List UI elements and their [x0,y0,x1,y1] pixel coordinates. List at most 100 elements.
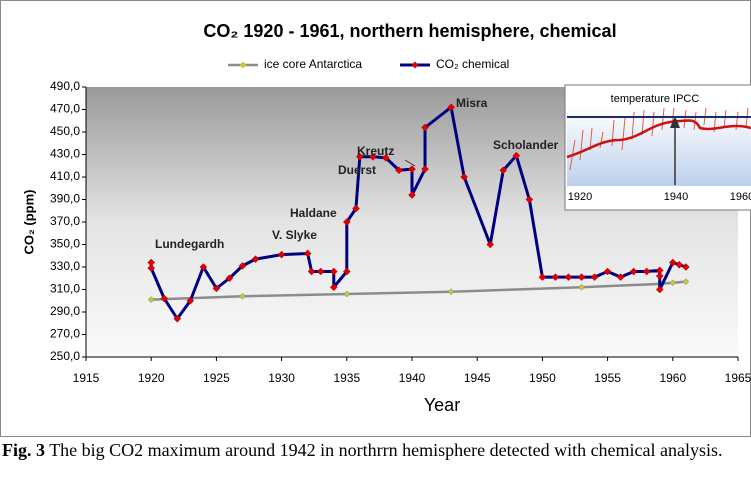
y-tick-label: 390,0 [50,192,80,206]
data-point [447,288,455,296]
data-point [421,165,429,173]
annotation: Kreutz [357,144,394,158]
y-tick-label: 290,0 [50,304,80,318]
data-point [616,273,625,281]
x-tick-label: 1960 [659,371,686,385]
inset-tick-label: 1960 [730,191,751,203]
inset-tick-label: 1940 [664,191,688,203]
x-tick-label: 1955 [594,371,621,385]
chart: CO₂ 1920 - 1961, northern hemisphere, ch… [0,0,751,437]
inset-curve [566,119,751,159]
legend-label: ice core Antarctica [264,57,362,71]
data-point [669,279,677,287]
x-tick-label: 1945 [464,371,491,385]
data-point [355,152,364,161]
annotation: Lundegardh [155,237,224,251]
y-tick-label: 330,0 [50,259,80,273]
data-point [681,263,690,271]
data-point [147,264,156,272]
annotation: Misra [456,96,488,110]
data-point [590,273,599,281]
inset-plot [567,108,751,186]
caption-label: Fig. 3 [2,440,45,460]
data-point [277,250,286,259]
y-tick-label: 270,0 [50,327,80,341]
data-point [577,273,586,281]
data-point [343,290,351,298]
data-point [225,274,234,283]
data-point [307,267,316,276]
x-tick-label: 1940 [399,371,426,385]
data-point [147,296,155,303]
y-tick-label: 410,0 [50,169,80,183]
y-tick-label: 430,0 [50,147,80,161]
data-point [512,151,521,160]
data-point [303,249,312,258]
data-point [342,267,351,276]
chart-title: CO₂ 1920 - 1961, northern hemisphere, ch… [203,21,616,41]
x-tick-label: 1950 [529,371,556,385]
y-tick-label: 350,0 [50,237,80,251]
data-point [173,314,182,323]
y-tick-label: 250,0 [50,349,80,363]
x-tick-label: 1930 [268,371,295,385]
y-axis-label: CO₂ (ppm) [21,190,36,255]
inset-tick-label: 1920 [568,191,592,203]
y-tick-label: 310,0 [50,282,80,296]
annotation: Haldane [290,206,337,220]
data-point [525,195,534,204]
legend-marker [411,61,419,69]
data-point [460,173,469,181]
data-point [668,258,677,267]
x-axis-label: Year [424,395,460,415]
caption: Fig. 3 The big CO2 maximum around 1942 i… [2,440,747,461]
data-point [382,154,390,162]
y-tick-label: 370,0 [50,214,80,228]
data-point [408,165,416,173]
annotation: Scholander [493,138,559,152]
x-tick-label: 1920 [138,371,165,385]
legend-marker [239,61,247,69]
data-point [329,267,338,276]
data-point [352,204,360,213]
y-tick-label: 450,0 [50,124,80,138]
annotation-pointer [404,159,416,167]
data-point [160,294,169,303]
data-point [675,260,684,269]
data-point [408,191,416,199]
data-point [564,273,573,281]
x-tick-label: 1935 [333,371,360,385]
data-point [578,283,585,291]
y-tick-label: 490,0 [50,79,80,93]
inset-arrowhead [670,116,680,128]
data-point [316,267,325,276]
data-point [251,255,260,263]
data-point [342,218,351,226]
data-point [499,166,508,175]
x-tick-label: 1925 [203,371,230,385]
data-point [186,296,195,305]
caption-text: The big CO2 maximum around 1942 in north… [49,440,723,460]
data-point [238,262,247,270]
data-point [329,283,338,292]
data-point [603,267,612,276]
y-tick-label: 470,0 [50,102,80,116]
data-point [395,166,403,175]
data-point [682,278,690,285]
data-point [369,152,377,161]
data-point [486,240,495,249]
inset: temperature IPCC 1920 1940 1960 [564,84,751,211]
x-tick-label: 1915 [73,371,100,385]
data-point [447,103,455,112]
data-point [551,273,560,281]
data-point [642,267,651,276]
data-point [538,273,547,281]
data-point [421,123,429,132]
data-point [655,285,664,294]
data-point [629,267,638,276]
data-point [239,292,246,300]
x-tick-label: 1965 [725,371,751,385]
legend-label: CO₂ chemical [436,57,509,71]
data-point [655,272,664,280]
